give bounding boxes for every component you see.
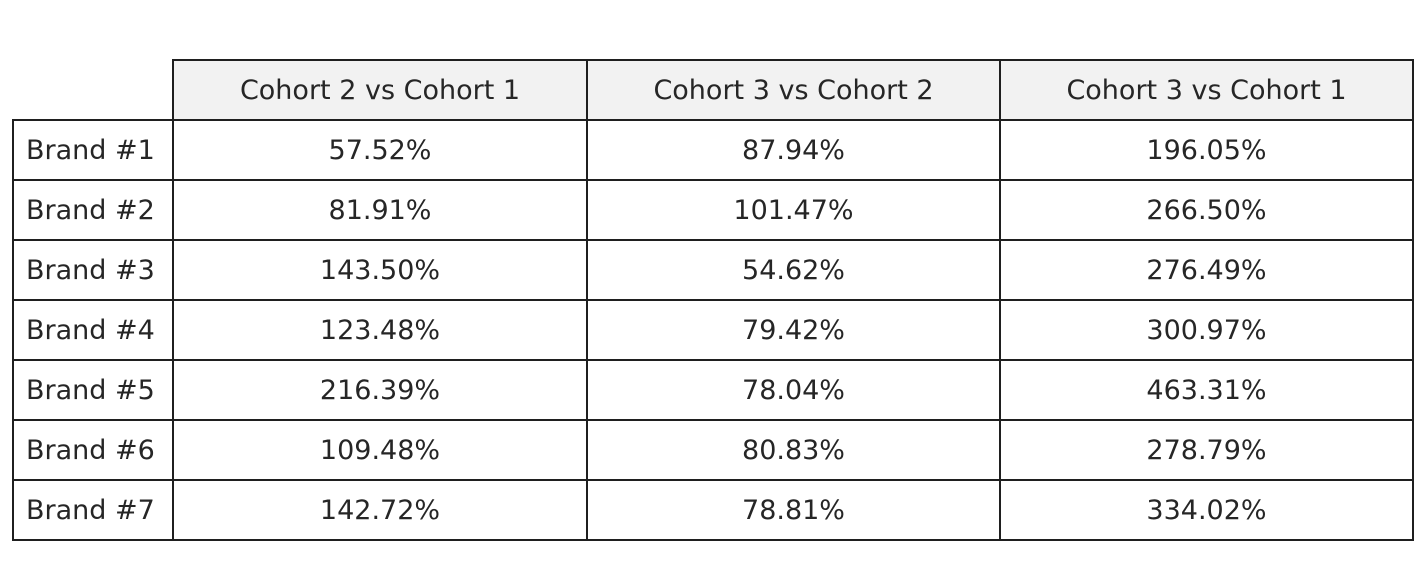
- cohort-comparison-table: Cohort 2 vs Cohort 1 Cohort 3 vs Cohort …: [12, 59, 1414, 541]
- table-row: Brand #6 109.48% 80.83% 278.79%: [12, 419, 1414, 481]
- table-body: Brand #1 57.52% 87.94% 196.05% Brand #2 81.91…: [12, 119, 1414, 541]
- header-row: Cohort 2 vs Cohort 1 Cohort 3 vs Cohort …: [13, 59, 1414, 121]
- table-cell: 142.72%: [172, 479, 588, 541]
- table-row: Brand #5 216.39% 78.04% 463.31%: [12, 359, 1414, 421]
- row-label: Brand #2: [12, 179, 174, 241]
- table-cell: 80.83%: [586, 419, 1001, 481]
- table-cell: 78.04%: [586, 359, 1001, 421]
- row-label: Brand #5: [12, 359, 174, 421]
- row-label: Brand #4: [12, 299, 174, 361]
- column-header: Cohort 2 vs Cohort 1: [172, 59, 588, 121]
- data-table-container: Cohort 2 vs Cohort 1 Cohort 3 vs Cohort …: [12, 59, 1414, 541]
- table-cell: 334.02%: [999, 479, 1414, 541]
- row-label: Brand #6: [12, 419, 174, 481]
- table-cell: 463.31%: [999, 359, 1414, 421]
- table-cell: 266.50%: [999, 179, 1414, 241]
- table-cell: 57.52%: [172, 119, 588, 181]
- table-header: Cohort 2 vs Cohort 1 Cohort 3 vs Cohort …: [13, 59, 1414, 121]
- table-cell: 276.49%: [999, 239, 1414, 301]
- row-label: Brand #1: [12, 119, 174, 181]
- table-row: Brand #4 123.48% 79.42% 300.97%: [12, 299, 1414, 361]
- table-cell: 54.62%: [586, 239, 1001, 301]
- table-cell: 81.91%: [172, 179, 588, 241]
- column-header: Cohort 3 vs Cohort 2: [586, 59, 1001, 121]
- table-cell: 123.48%: [172, 299, 588, 361]
- table-cell: 143.50%: [172, 239, 588, 301]
- row-label: Brand #7: [12, 479, 174, 541]
- row-label: Brand #3: [12, 239, 174, 301]
- column-header: Cohort 3 vs Cohort 1: [999, 59, 1414, 121]
- corner-cell: [13, 60, 174, 121]
- table-row: Brand #1 57.52% 87.94% 196.05%: [12, 119, 1414, 181]
- table-row: Brand #2 81.91% 101.47% 266.50%: [12, 179, 1414, 241]
- table-cell: 109.48%: [172, 419, 588, 481]
- table-cell: 78.81%: [586, 479, 1001, 541]
- table-row: Brand #3 143.50% 54.62% 276.49%: [12, 239, 1414, 301]
- table-cell: 216.39%: [172, 359, 588, 421]
- table-cell: 101.47%: [586, 179, 1001, 241]
- table-cell: 278.79%: [999, 419, 1414, 481]
- table-cell: 300.97%: [999, 299, 1414, 361]
- table-cell: 87.94%: [586, 119, 1001, 181]
- table-row: Brand #7 142.72% 78.81% 334.02%: [12, 479, 1414, 541]
- table-cell: 196.05%: [999, 119, 1414, 181]
- table-cell: 79.42%: [586, 299, 1001, 361]
